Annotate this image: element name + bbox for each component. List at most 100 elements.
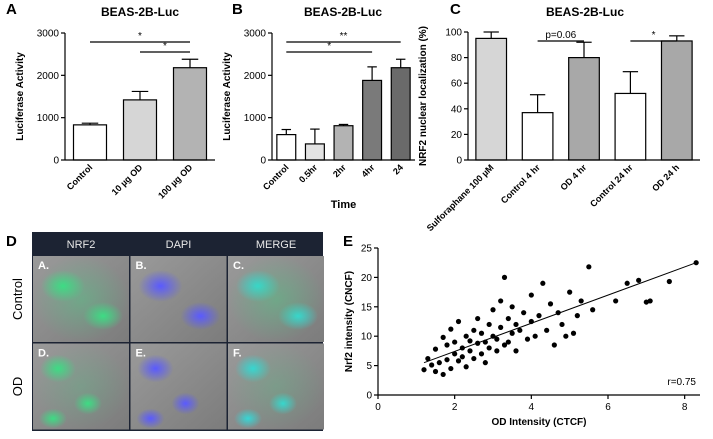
point [536,313,542,319]
bar [521,112,554,161]
point [586,264,592,270]
y-tick-label: 1000 [244,113,267,124]
cell-label: A. [38,260,49,272]
y-tick-label: 10 [361,332,373,343]
x-tick-label: 100 µg OD [156,162,195,201]
point [521,310,527,316]
y-tick-label: 20 [361,273,373,284]
y-tick-label: 80 [451,53,463,64]
y-tick-label: 25 [361,244,373,255]
y-tick-label: 0 [456,156,462,167]
point [528,318,534,325]
significance-label: p=0.06 [545,30,576,41]
point [693,260,699,266]
y-tick-label: 15 [361,302,373,313]
point [513,348,519,354]
point [578,298,584,304]
point [471,355,477,362]
cell-label: F. [233,348,242,360]
column-label: MERGE [256,239,296,251]
point [524,336,531,342]
point [440,371,446,378]
y-axis-label: NRF2 nuclear localization (%) [418,26,429,166]
error-bar [367,66,377,81]
bar [660,40,693,161]
point [517,327,523,333]
point [613,298,619,304]
panel-letter: D [6,233,17,250]
error-bar [576,41,592,58]
panel-letter: C [450,1,461,18]
point [547,301,554,307]
error-bar [131,90,149,100]
error-bar [529,94,546,113]
error-bar [310,128,320,144]
y-axis-label: Luciferase Activity [222,52,233,141]
bar [172,67,208,161]
point [475,340,481,346]
bar [333,125,354,161]
x-tick-label: 4hr [360,162,377,179]
cell-signal [137,354,174,383]
bar [276,134,297,161]
row-label: Control [10,278,25,320]
y-tick-label: 0 [260,156,266,167]
point [509,304,515,310]
point [455,318,462,325]
significance-label: * [163,41,167,52]
point [478,330,485,336]
x-tick-label: 2 [452,402,458,413]
bar [614,92,647,161]
x-axis-label: Time [331,199,356,211]
x-tick-label: 8 [682,402,688,413]
y-tick-label: 0 [53,156,59,167]
x-tick-label: OD 24 h [650,162,681,193]
bar [390,67,411,161]
point [444,342,450,348]
point [467,348,473,354]
x-tick-label: 4 [529,402,535,413]
point [540,280,546,286]
point [636,277,642,283]
x-axis-label: OD Intensity (CTCF) [492,417,587,428]
point [544,327,550,333]
point [482,339,488,345]
annotation: r=0.75 [667,377,696,388]
significance-label: * [138,31,142,42]
point [452,339,458,345]
point [448,365,454,372]
error-bar [338,123,349,126]
y-axis-label: Nrf2 intensity (CNCF) [344,271,355,372]
point [567,289,573,295]
point [425,355,431,362]
point [666,278,672,285]
point [647,298,653,304]
y-tick-label: 0 [366,391,372,402]
point [509,330,515,336]
point [482,360,488,366]
cytoplasm-signal [228,343,324,430]
point [498,298,504,304]
y-tick-label: 40 [451,104,463,115]
x-tick-label: Control 4 hr [499,162,542,205]
error-bar [181,58,199,68]
point [501,274,508,280]
significance-label: ** [340,31,348,42]
error-bar [395,58,406,68]
x-tick-label: Control 24 hr [588,162,635,209]
chart-title: BEAS-2B-Luc [304,5,382,19]
x-tick-label: OD 4 hr [558,162,588,192]
cell-label: B. [136,260,147,272]
point [429,362,435,368]
y-tick-label: 20 [451,130,463,141]
y-tick-label: 2000 [37,71,60,82]
panel-letter: A [6,1,17,18]
point [494,348,500,354]
point [513,321,519,328]
point [505,315,511,322]
point [459,345,465,351]
error-bar [281,128,292,135]
point [471,327,477,333]
chart-title: BEAS-2B-Luc [546,5,624,19]
bar [122,99,158,161]
